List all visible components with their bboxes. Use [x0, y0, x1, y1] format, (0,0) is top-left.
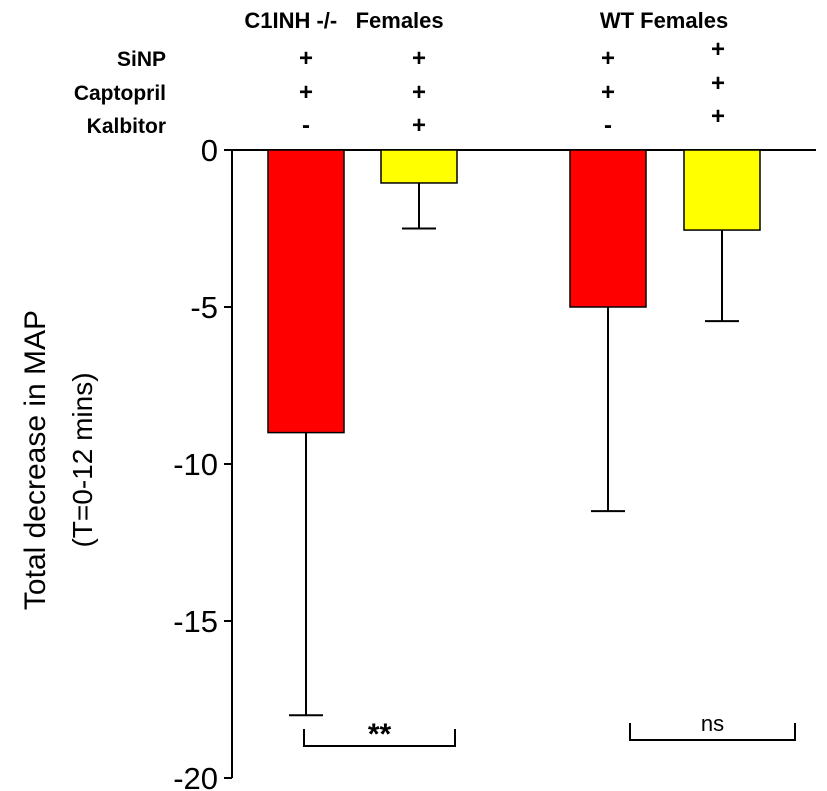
treatment-row-label: SiNP [117, 48, 166, 71]
y-axis-label-line1: Total decrease in MAP [19, 310, 52, 610]
bar [683, 149, 761, 231]
significance-brackets: ** ns [303, 711, 796, 751]
significance-bracket [303, 729, 456, 747]
bars [267, 149, 761, 434]
y-axis-label: Total decrease in MAP (T=0-12 mins) [19, 310, 98, 610]
group-label: WT Females [600, 8, 728, 33]
treatment-sign: + [412, 45, 426, 72]
treatment-sign: + [299, 45, 313, 72]
significance-label: ** [368, 718, 392, 751]
group-label: C1INH -/- Females [244, 8, 443, 33]
bar [569, 149, 647, 308]
bar [380, 149, 458, 184]
treatment-sign: + [711, 103, 725, 130]
group-labels: C1INH -/- Females WT Females [244, 8, 728, 33]
treatment-sign: + [711, 36, 725, 63]
significance-bracket [629, 723, 796, 741]
treatment-sign: + [412, 112, 426, 139]
treatment-sign: - [604, 112, 612, 139]
bar [267, 149, 345, 434]
y-tick-label: -20 [173, 761, 218, 791]
treatment-table: SiNP + + + + Captopril + + + + Kalbitor - + - + [74, 36, 725, 139]
treatment-row-label: Captopril [74, 82, 166, 105]
treatment-sign: + [601, 79, 615, 106]
error-bars [289, 182, 739, 717]
y-tick-label: -15 [173, 604, 218, 639]
treatment-row-label: Kalbitor [87, 115, 166, 138]
treatment-sign: + [601, 45, 615, 72]
y-tick-label: -10 [173, 447, 218, 482]
treatment-sign: + [711, 70, 725, 97]
significance-label: ns [701, 711, 724, 736]
y-axis-label-line2: (T=0-12 mins) [67, 372, 98, 547]
treatment-sign: - [302, 112, 310, 139]
treatment-sign: + [299, 79, 313, 106]
treatment-sign: + [412, 79, 426, 106]
y-tick-label: 0 [201, 133, 218, 168]
y-tick-label: -5 [190, 290, 218, 325]
